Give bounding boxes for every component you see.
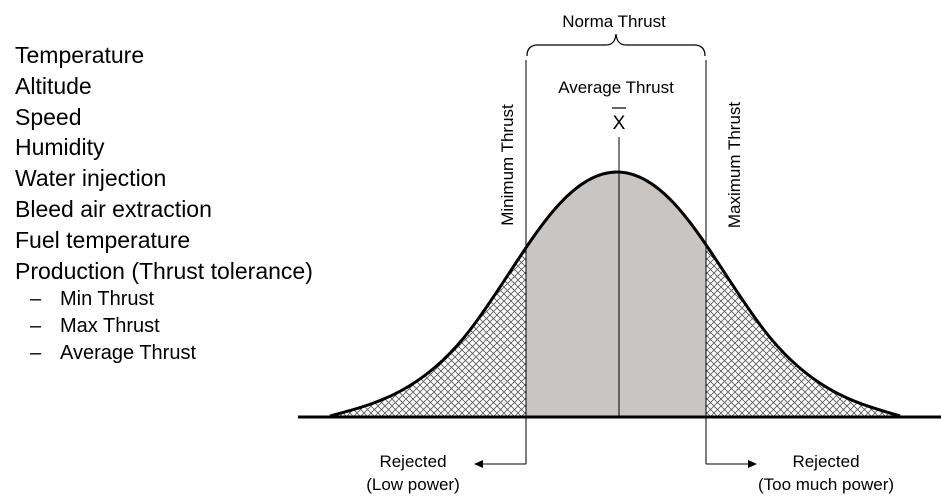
factor-item: Altitude (15, 72, 92, 99)
left-reject-label-line1: Rejected (379, 452, 446, 471)
factor-item: Bleed air extraction (15, 195, 212, 222)
sub-factor-item: – Average Thrust (30, 340, 196, 367)
factor-item: Speed (15, 103, 82, 130)
left-reject-arrowhead (474, 460, 483, 468)
sub-factor-item: – Max Thrust (30, 313, 196, 340)
minimum-thrust-label: Minimum Thrust (498, 104, 517, 226)
sub-factor-label: Average Thrust (60, 342, 197, 364)
norma-thrust-label: Norma Thrust (562, 12, 666, 31)
sub-factor-item: – Min Thrust (30, 286, 196, 313)
sub-factor-label: Max Thrust (60, 315, 160, 337)
accepted-region (526, 172, 706, 416)
dash-bullet: – (30, 342, 42, 364)
left-rejected-region (330, 172, 526, 416)
right-reject-label-line2: (Too much power) (758, 475, 894, 494)
sub-factor-label: Min Thrust (60, 288, 155, 310)
dash-bullet: – (30, 288, 42, 310)
factor-list: Temperature Altitude Speed Humidity Wate… (15, 40, 313, 286)
factor-item: Temperature (15, 42, 145, 68)
right-reject-label-line1: Rejected (792, 452, 859, 471)
bell-curve (329, 170, 901, 418)
right-reject-arrowhead (748, 460, 757, 468)
factor-item: Humidity (15, 134, 105, 161)
left-reject-label-line2: (Low power) (366, 475, 460, 494)
factor-item: Water injection (15, 165, 167, 192)
average-thrust-label: Average Thrust (558, 78, 674, 97)
factor-item: Production (Thrust tolerance) (15, 257, 313, 284)
norma-thrust-bracket (526, 33, 706, 57)
dash-bullet: – (30, 315, 42, 337)
sub-factor-list: – Min Thrust – Max Thrust – Average Thrust (30, 286, 196, 367)
factor-item: Fuel temperature (15, 226, 191, 253)
mean-symbol: X (613, 113, 626, 134)
maximum-thrust-label: Maximum Thrust (725, 102, 744, 229)
